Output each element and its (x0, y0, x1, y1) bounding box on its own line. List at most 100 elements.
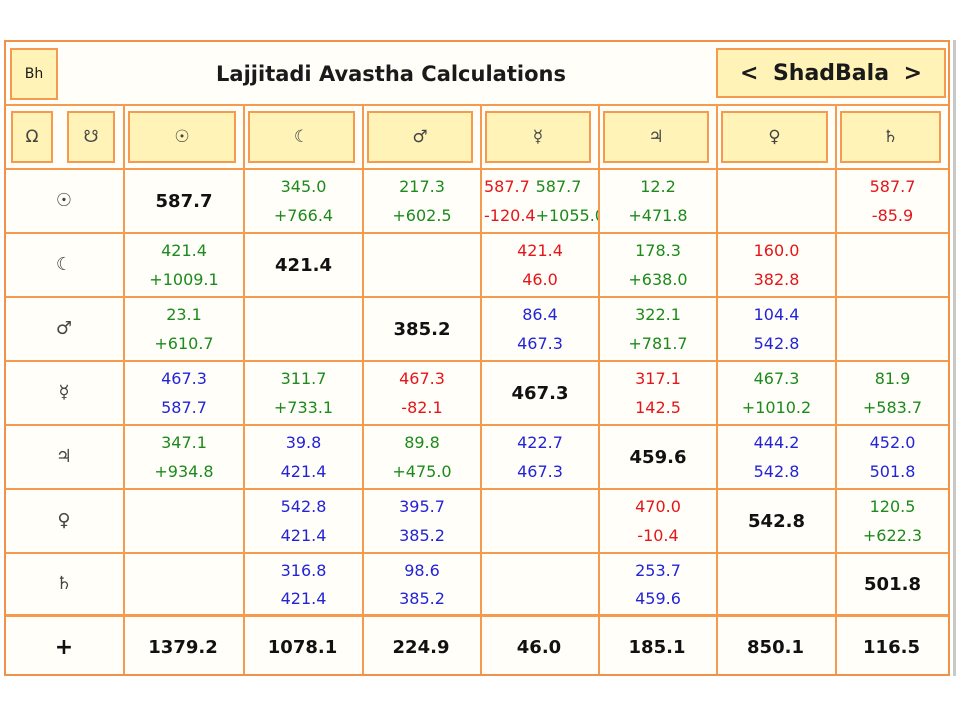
cell-value-bottom: +1009.1 (149, 270, 219, 289)
cell-value-top: 467.3 (399, 369, 445, 388)
table-cell: 81.9 +583.7 (837, 364, 948, 422)
table-cell: 39.8 421.4 (245, 428, 362, 486)
table-cell: 347.1 +934.8 (125, 428, 243, 486)
cell-value-top: 587.7 (484, 177, 530, 196)
ketu-icon-button[interactable]: ☋ (67, 111, 115, 163)
table-cell: 542.8 421.4 (245, 492, 362, 550)
total-value: 116.5 (863, 637, 920, 658)
cell-value-bottom: 385.2 (399, 588, 445, 608)
cell-value-bottom: +638.0 (628, 270, 688, 289)
shadbala-label: ShadBala (772, 60, 890, 86)
cell-value-top: 467.3 (753, 369, 800, 388)
table-cell: 587.7 (125, 172, 243, 230)
cell-value-top: 23.1 (166, 305, 202, 324)
shadbala-nav-button[interactable]: < ShadBala > (716, 48, 946, 98)
diagonal-value: 587.7 (155, 190, 213, 212)
col-header-saturn-icon[interactable]: ♄ (840, 111, 941, 163)
cell-value-top: 444.2 (753, 433, 800, 452)
cell-value-bottom: -85.9 (871, 206, 914, 225)
col-header-venus-icon[interactable]: ♀ (721, 111, 828, 163)
cell-value-top: 467.3 (161, 369, 207, 388)
row-divider (6, 614, 948, 617)
row-divider (6, 232, 948, 234)
table-cell: 317.1 142.5 (600, 364, 716, 422)
row-divider (6, 552, 948, 554)
column-divider (123, 104, 125, 674)
cell-value-bottom: +1055.0 (535, 206, 598, 225)
table-cell: 421.4 (245, 236, 362, 294)
table-cell: 467.3 (482, 364, 598, 422)
table-cell (837, 300, 948, 358)
cell-value-top: 587.7 (869, 177, 916, 196)
table-cell: 467.3 587.7 (125, 364, 243, 422)
chevron-right-icon[interactable]: > (903, 60, 922, 86)
cell-value-bottom: 46.0 (522, 270, 558, 289)
table-cell: 345.0 +766.4 (245, 172, 362, 230)
header-divider (6, 104, 948, 106)
cell-value-bottom: 421.4 (280, 588, 327, 608)
row-label-venus-icon: ♀ (57, 509, 71, 531)
cell-value-top: 89.8 (404, 433, 440, 452)
table-cell: 120.5 +622.3 (837, 492, 948, 550)
table-cell: 385.2 (364, 300, 480, 358)
col-header-sun-icon[interactable]: ☉ (128, 111, 236, 163)
table-cell: 98.6 385.2 (364, 556, 480, 612)
table-cell: 467.3 -82.1 (364, 364, 480, 422)
row-divider (6, 424, 948, 426)
table-cell (482, 492, 598, 550)
table-cell: 421.4 46.0 (482, 236, 598, 294)
column-divider (835, 104, 837, 674)
table-cell: 316.8 421.4 (245, 556, 362, 612)
table-cell: 501.8 (837, 556, 948, 612)
cell-value-bottom: 467.3 (517, 334, 563, 353)
table-cell: 104.4 542.8 (718, 300, 835, 358)
cell-value-bottom: -120.4 (484, 206, 536, 225)
cell-value-top: 81.9 (874, 369, 911, 388)
rahu-icon-button[interactable]: Ω (11, 111, 53, 163)
col-header-mars-icon[interactable]: ♂ (367, 111, 473, 163)
total-value: 185.1 (628, 637, 686, 658)
cell-value-bottom: 542.8 (753, 462, 800, 481)
table-cell: 452.0 501.8 (837, 428, 948, 486)
cell-value-bottom: -10.4 (637, 526, 679, 545)
row-label-mercury-icon: ☿ (58, 381, 70, 403)
row-divider (6, 360, 948, 362)
table-cell: 421.4 +1009.1 (125, 236, 243, 294)
cell-value-bottom: +733.1 (273, 398, 334, 417)
cell-value-bottom: +583.7 (862, 398, 923, 417)
cell-value-bottom: +622.3 (862, 526, 923, 545)
cell-value-top: 39.8 (285, 433, 322, 452)
cell-value-bottom: 385.2 (399, 526, 445, 545)
cell-value-top: 104.4 (753, 305, 800, 324)
diagonal-value: 421.4 (275, 254, 332, 276)
cell-value-bottom: 459.6 (635, 588, 681, 608)
col-header-mercury-icon[interactable]: ☿ (485, 111, 591, 163)
cell-value-top: 395.7 (399, 497, 445, 516)
table-cell: 23.1 +610.7 (125, 300, 243, 358)
window-edge (953, 40, 956, 676)
column-divider (716, 104, 718, 674)
table-cell (718, 556, 835, 612)
table-cell (364, 236, 480, 294)
total-value: 850.1 (747, 637, 804, 658)
diagonal-value: 467.3 (511, 382, 569, 404)
row-label-saturn-icon: ♄ (55, 572, 73, 594)
bh-button[interactable]: Bh (10, 48, 58, 100)
total-value: 1078.1 (267, 637, 338, 658)
row-label-moon-icon: ☾ (55, 253, 73, 275)
table-cell: 444.2 542.8 (718, 428, 835, 486)
table-cell: 178.3 +638.0 (600, 236, 716, 294)
table-cell (837, 236, 948, 294)
cell-value-top: 311.7 (280, 369, 327, 388)
chevron-left-icon[interactable]: < (740, 60, 759, 86)
column-divider (243, 104, 245, 674)
col-header-jupiter-icon[interactable]: ♃ (603, 111, 709, 163)
row-label-mars-icon: ♂ (55, 317, 73, 339)
column-divider (362, 104, 364, 674)
cell-value-bottom: +610.7 (154, 334, 214, 353)
col-header-moon-icon[interactable]: ☾ (248, 111, 355, 163)
cell-value-top: 347.1 (161, 433, 207, 452)
diagonal-value: 501.8 (864, 573, 921, 595)
table-cell: 253.7 459.6 (600, 556, 716, 612)
table-cell (245, 300, 362, 358)
